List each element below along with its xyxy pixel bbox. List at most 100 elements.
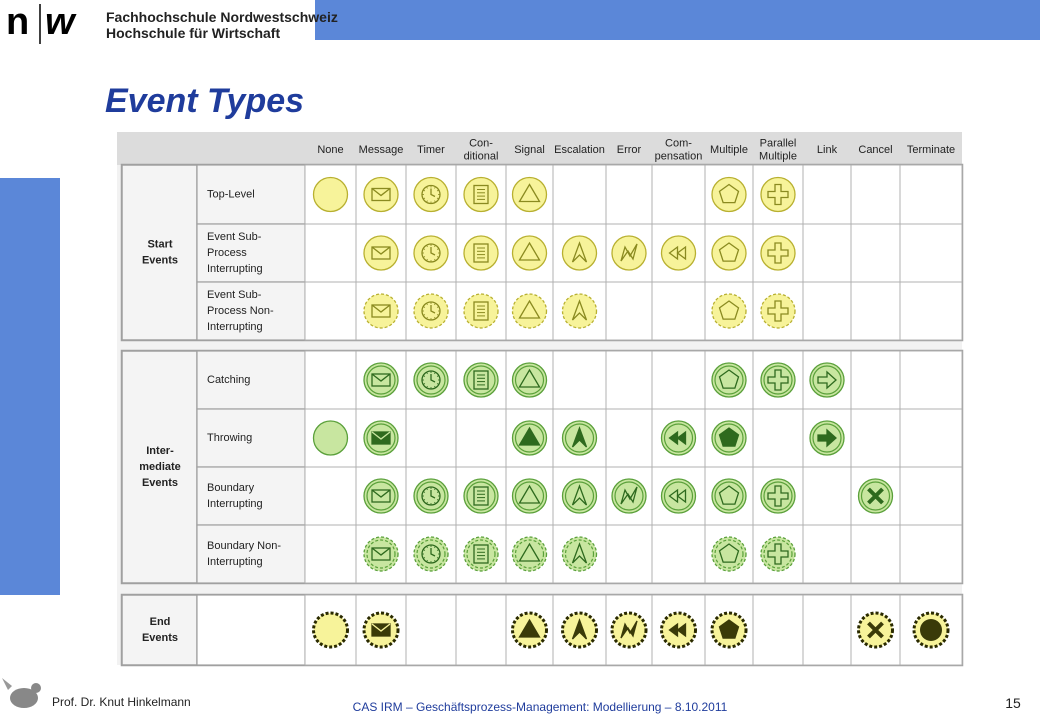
logo-n: n [6,1,29,43]
row-label-line: Boundary Non- [207,540,281,552]
glyph [434,303,436,306]
cell [752,408,804,468]
cell [899,524,963,584]
glyph [423,491,426,493]
cell [405,594,457,666]
glyph [473,301,489,321]
glyph [371,304,391,313]
event-icon [711,362,747,398]
column-header-line: Error [617,144,642,156]
group-label-line: mediate [139,461,181,473]
event-icon-inner [366,539,396,569]
glyph [434,372,436,375]
column-header: Escalation [554,144,605,156]
glyph [518,241,541,261]
event-icon-inner [514,365,545,395]
cell [802,164,852,225]
event-icon [760,478,796,514]
glyph [434,501,436,504]
event-icon-inner [466,365,496,395]
cell [899,466,963,526]
cell [899,281,963,341]
glyph [430,490,436,499]
glyph [371,431,391,440]
group-label-line: Events [142,254,178,266]
row-label: Event Sub- Process Non- Interrupting [207,289,274,333]
glyph [767,183,789,206]
column-header-line: Terminate [907,144,955,156]
cell [850,408,901,468]
column-header-line: Escalation [554,144,605,156]
glyph [920,619,942,641]
cell [850,350,901,410]
column-header: Con-ditional [464,137,499,162]
event-icon [561,478,598,514]
event-icon [511,293,548,329]
event-icon [760,176,796,213]
glyph [426,488,428,491]
event-icon [463,293,499,329]
glyph [371,187,391,197]
cell [802,524,852,584]
column-header: Error [617,144,642,156]
glyph [571,542,588,564]
event-icon-inner [614,481,644,511]
glyph [767,543,789,565]
glyph [867,487,884,505]
author: Prof. Dr. Knut Hinkelmann [52,695,191,709]
cell [802,466,852,526]
cell [605,408,653,468]
glyph [867,621,884,639]
glyph [767,300,789,322]
event-icon-inner [812,365,842,395]
school-name: Fachhochschule Nordwestschweiz [106,9,338,25]
glyph [423,383,426,385]
side-bar [0,178,60,595]
event-icon [312,611,349,649]
glyph [767,485,789,507]
event-icon [463,362,499,398]
glyph [718,183,740,204]
event-icon [711,176,747,213]
glyph [436,189,439,192]
cell [304,350,357,410]
row-label-cell [196,281,306,341]
row-label-line: Top-Level [207,188,255,200]
cell [802,594,852,666]
event-icon [760,293,796,329]
row-label: Event Sub- Process Interrupting [207,231,263,275]
glyph [430,188,436,198]
glyph [620,620,638,639]
event-icon-inner [416,365,446,395]
glyph [436,375,439,377]
title: Event Types [105,82,304,120]
glyph [817,370,837,390]
glyph [426,559,428,562]
glyph [436,491,439,493]
row-label-line: Process Non- [207,305,274,317]
glyph [434,559,436,562]
cell [802,223,852,283]
column-header: Terminate [907,144,955,156]
row-label-line: Boundary [207,482,255,494]
cell [651,350,706,410]
glyph [426,546,428,549]
rooster-logo [2,678,41,708]
event-icon-inner [416,481,446,511]
event-icon [463,536,499,572]
row-label-cell [196,164,306,225]
row-label-cell [196,466,306,526]
glyph [423,248,426,250]
row-label: Catching [207,374,250,386]
glyph [436,306,439,308]
glyph [473,544,489,564]
event-icon-inner [564,539,595,569]
event-icon-inner [564,423,595,453]
cell [651,524,706,584]
event-icon [561,293,598,329]
glyph [426,303,428,306]
event-icon [760,362,796,398]
cell [899,164,963,225]
event-icon [711,478,747,514]
